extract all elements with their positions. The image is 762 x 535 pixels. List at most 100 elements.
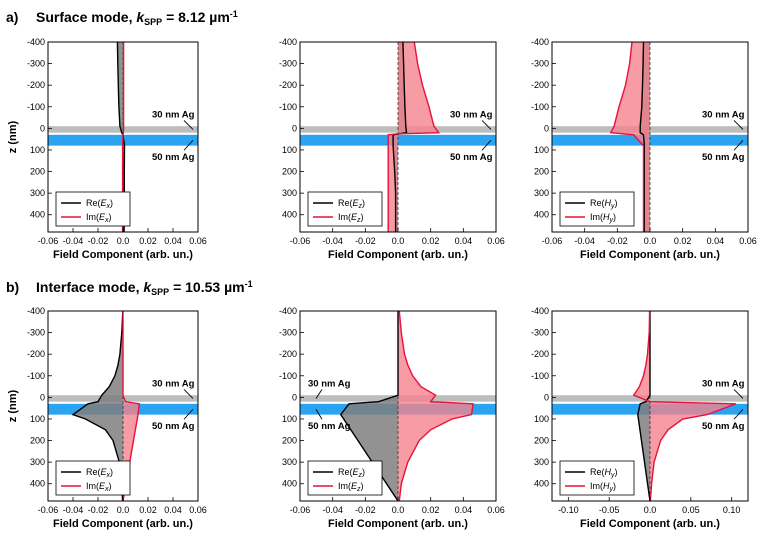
legend-label: Re(Hy) bbox=[590, 467, 618, 479]
y-tick-label: -400 bbox=[27, 306, 45, 316]
y-axis: -400 -300 -200 -100 0 100 200 300 400 bbox=[27, 306, 52, 489]
y-tick-label: 200 bbox=[30, 167, 45, 177]
y-tick-label: 300 bbox=[534, 457, 549, 467]
y-axis-label: z (nm) bbox=[7, 120, 19, 153]
x-tick-label: 0.05 bbox=[682, 505, 700, 515]
x-tick-label: -0.06 bbox=[38, 236, 59, 246]
y-tick-label: -400 bbox=[279, 37, 297, 47]
x-tick-label: -0.05 bbox=[599, 505, 620, 515]
y-tick-label: -100 bbox=[279, 371, 297, 381]
chart-a3: -0.06 -0.04 -0.02 0.0 0.02 0.04 0.06 -400 -300 -2… bbox=[531, 37, 757, 261]
x-tick-label: 0.04 bbox=[164, 505, 182, 515]
chart-b3: -0.10 -0.05 0.0 0.05 0.10 -400 -300 -200 -100 0 10… bbox=[531, 306, 749, 530]
x-tick-label: 0.0 bbox=[644, 236, 657, 246]
x-tick-label: -0.06 bbox=[290, 236, 311, 246]
x-tick-label: 0.0 bbox=[117, 505, 130, 515]
ag-pointer bbox=[733, 389, 744, 399]
x-tick-label: -0.10 bbox=[558, 505, 579, 515]
ag-layer-label: 50 nm Ag bbox=[152, 152, 195, 163]
y-tick-label: -200 bbox=[531, 349, 549, 359]
x-tick-label: 0.06 bbox=[487, 505, 505, 515]
y-axis: -400 -300 -200 -100 0 100 200 300 400 bbox=[279, 37, 304, 220]
line-Im(Ex) bbox=[122, 311, 141, 502]
section-b-heading: b) Interface mode, kSPP = 10.53 µm-1 bbox=[6, 279, 253, 297]
line-Im(Ez) bbox=[387, 41, 441, 232]
legend-label: Re(Ez) bbox=[338, 467, 365, 479]
ag-layer-label: 30 nm Ag bbox=[152, 109, 195, 120]
fill-Im(Ez) bbox=[398, 311, 474, 501]
x-tick-label: 0.02 bbox=[139, 236, 157, 246]
fill-Im(Ex) bbox=[123, 311, 140, 501]
y-tick-label: 100 bbox=[30, 145, 45, 155]
fill-Im(Hy) bbox=[610, 42, 650, 232]
legend bbox=[55, 191, 131, 227]
line-Re(Ex) bbox=[71, 310, 124, 502]
y-axis-label: z (nm) bbox=[7, 389, 19, 422]
y-tick-label: 400 bbox=[30, 479, 45, 489]
x-tick-label: -0.06 bbox=[290, 505, 311, 515]
y-tick-label: -300 bbox=[27, 328, 45, 338]
x-tick-label: 0.10 bbox=[723, 505, 741, 515]
x-tick-label: -0.06 bbox=[38, 505, 59, 515]
y-tick-label: -300 bbox=[279, 59, 297, 69]
y-tick-label: 200 bbox=[30, 436, 45, 446]
x-tick-label: 0.06 bbox=[739, 236, 757, 246]
legend bbox=[307, 191, 383, 227]
y-tick-label: 200 bbox=[282, 436, 297, 446]
chart-a2: -0.06 -0.04 -0.02 0.0 0.02 0.04 0.06 -400 -300 -2… bbox=[279, 37, 505, 261]
x-tick-label: -0.02 bbox=[355, 505, 376, 515]
y-tick-label: 100 bbox=[30, 414, 45, 424]
line-Re(Ez) bbox=[339, 311, 399, 502]
y-tick-label: 200 bbox=[534, 167, 549, 177]
y-tick-label: -100 bbox=[27, 102, 45, 112]
legend-label: Re(Ez) bbox=[338, 198, 365, 210]
x-axis: -0.06 -0.04 -0.02 0.0 0.02 0.04 0.06 bbox=[542, 228, 757, 246]
x-tick-label: 0.06 bbox=[189, 236, 207, 246]
x-tick-label: -0.02 bbox=[355, 236, 376, 246]
x-tick-label: -0.04 bbox=[63, 236, 84, 246]
x-axis: -0.06 -0.04 -0.02 0.0 0.02 0.04 0.06 bbox=[290, 497, 505, 515]
x-tick-label: 0.04 bbox=[455, 505, 473, 515]
y-tick-label: -400 bbox=[279, 306, 297, 316]
x-axis: -0.06 -0.04 -0.02 0.0 0.02 0.04 0.06 bbox=[290, 228, 505, 246]
section-a-heading: a) Surface mode, kSPP = 8.12 µm-1 bbox=[6, 9, 238, 27]
ag-layer-label: 50 nm Ag bbox=[152, 421, 195, 432]
chart-b2: -0.06 -0.04 -0.02 0.0 0.02 0.04 0.06 -400 -300 -2… bbox=[279, 306, 505, 530]
ag-pointer bbox=[183, 408, 194, 420]
x-tick-label: 0.04 bbox=[455, 236, 473, 246]
y-tick-label: 200 bbox=[282, 167, 297, 177]
y-tick-label: -200 bbox=[531, 80, 549, 90]
y-axis: -400 -300 -200 -100 0 100 200 300 400 bbox=[531, 306, 556, 489]
y-tick-label: 400 bbox=[282, 210, 297, 220]
legend bbox=[559, 191, 635, 227]
y-tick-label: 400 bbox=[30, 210, 45, 220]
y-tick-label: 300 bbox=[534, 188, 549, 198]
ag-layer-label: 50 nm Ag bbox=[450, 152, 493, 163]
y-tick-label: 0 bbox=[544, 123, 549, 133]
legend bbox=[307, 460, 383, 496]
ag-pointer bbox=[315, 409, 323, 420]
ag-layer-label: 30 nm Ag bbox=[450, 109, 493, 120]
y-axis: -400 -300 -200 -100 0 100 200 300 400 bbox=[279, 306, 304, 489]
y-tick-label: -100 bbox=[531, 102, 549, 112]
x-axis-label: Field Component (arb. un.) bbox=[580, 249, 720, 261]
line-Im(Ez) bbox=[398, 310, 474, 502]
x-tick-label: -0.04 bbox=[63, 505, 84, 515]
y-tick-label: -400 bbox=[531, 37, 549, 47]
x-axis-label: Field Component (arb. un.) bbox=[580, 518, 720, 530]
chart-b1: -0.06 -0.04 -0.02 0.0 0.02 0.04 0.06 -400 -300 -2… bbox=[7, 306, 207, 530]
ag-layer-label: 50 nm Ag bbox=[702, 152, 745, 163]
legend-label: Re(Ex) bbox=[86, 198, 113, 210]
legend-label: Re(Hy) bbox=[590, 198, 618, 210]
x-tick-label: 0.04 bbox=[707, 236, 725, 246]
x-tick-label: 0.0 bbox=[392, 505, 405, 515]
y-tick-label: -200 bbox=[279, 349, 297, 359]
x-axis: -0.06 -0.04 -0.02 0.0 0.02 0.04 0.06 bbox=[38, 497, 207, 515]
y-tick-label: 100 bbox=[282, 414, 297, 424]
section-a-letter: a) bbox=[6, 9, 18, 25]
x-tick-label: -0.02 bbox=[607, 236, 628, 246]
ag-layer-label: 30 nm Ag bbox=[702, 109, 745, 120]
y-tick-label: 300 bbox=[282, 188, 297, 198]
line-Im(Ex) bbox=[121, 42, 125, 232]
